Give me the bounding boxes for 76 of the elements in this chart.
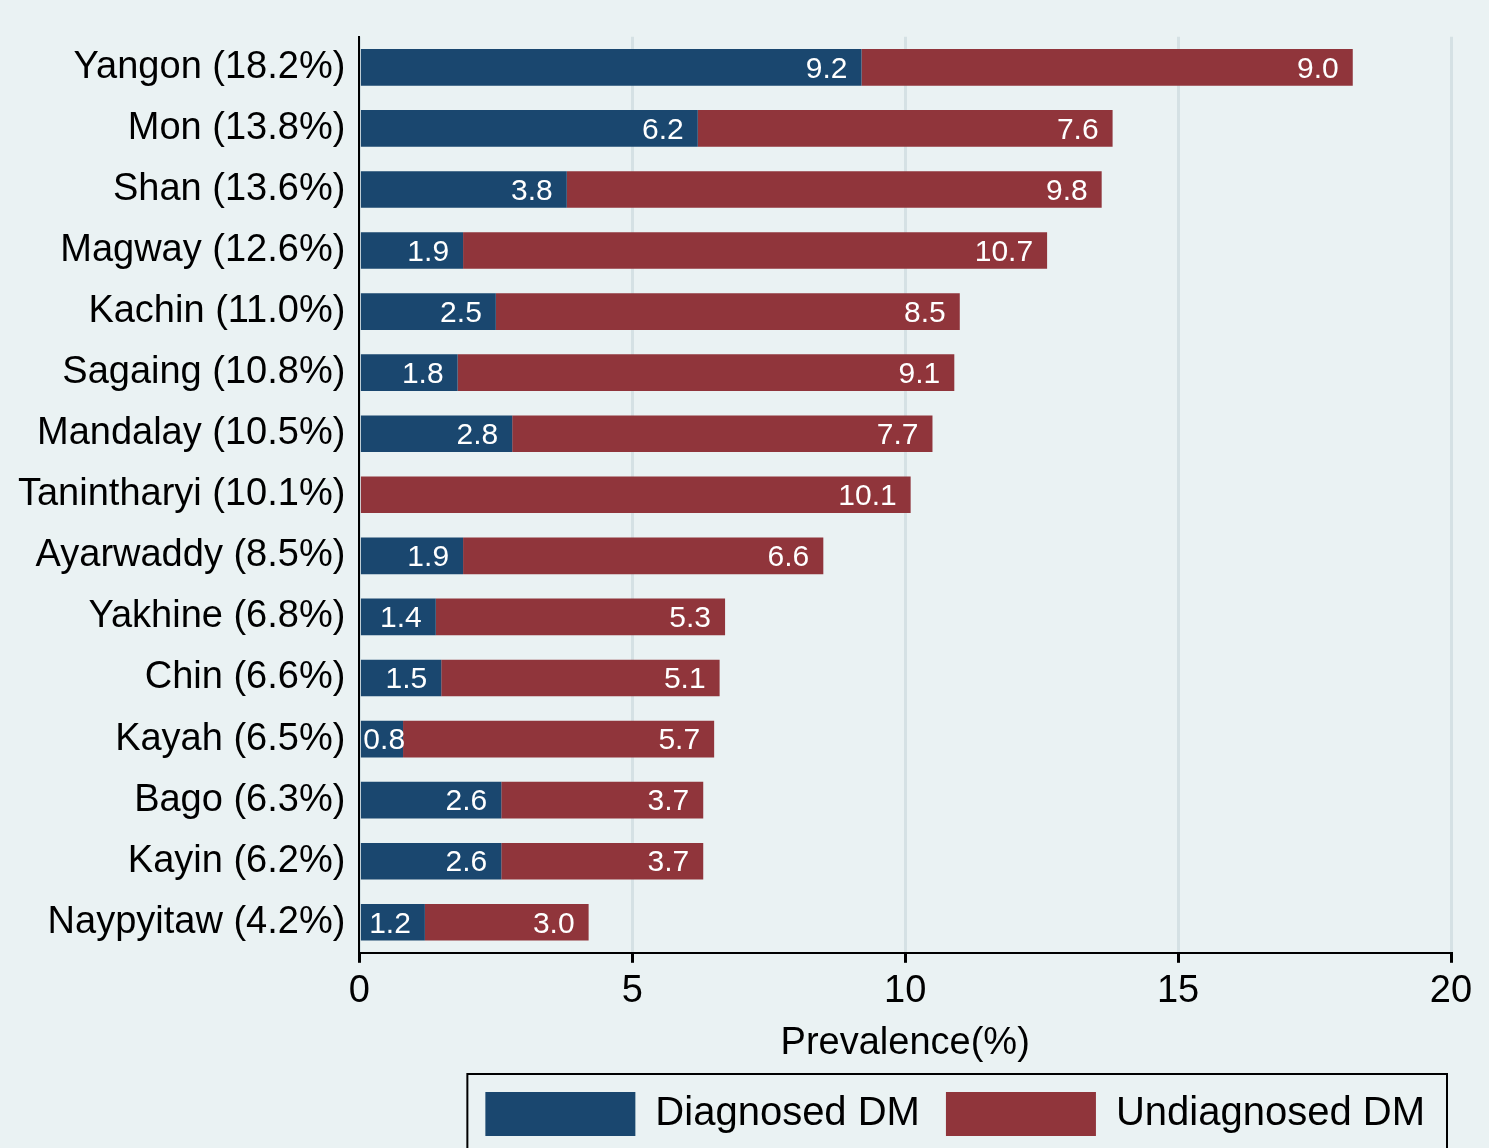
bar	[360, 293, 496, 330]
data-label: 9.1	[898, 355, 941, 389]
bar	[360, 415, 513, 453]
y-tick-label: Naypyitaw (4.2%)	[47, 898, 346, 941]
data-label: 5.1	[663, 661, 706, 695]
bar	[360, 842, 502, 880]
data-label: 9.0	[1297, 50, 1339, 84]
data-label: 6.2	[642, 111, 684, 145]
x-tick-label: 20	[1429, 968, 1473, 1011]
y-tick-label: Kayah (6.5%)	[115, 715, 346, 758]
y-tick-label: Kachin (11.0%)	[88, 288, 346, 331]
y-tick-label: Mon (13.8%)	[127, 104, 346, 147]
y-tick-label: Shan (13.6%)	[113, 165, 346, 208]
bar	[360, 49, 862, 86]
bar	[441, 659, 720, 697]
x-axis-title: Prevalence(%)	[780, 1019, 1030, 1062]
bar	[463, 232, 1048, 269]
y-tick-label: Ayarwaddy (8.5%)	[35, 532, 346, 575]
data-label: 0.8	[363, 722, 406, 756]
y-tick-label: Kayin (6.2%)	[127, 837, 346, 880]
bar	[403, 720, 715, 758]
data-label: 10.7	[974, 233, 1034, 267]
data-label: 3.7	[647, 844, 690, 878]
data-label: 5.7	[658, 722, 701, 756]
x-tick-label: 10	[884, 968, 927, 1011]
x-tick-label: 15	[1156, 968, 1200, 1011]
x-tick-label: 0	[348, 968, 370, 1011]
data-label: 3.0	[532, 905, 575, 939]
bar	[360, 232, 464, 269]
data-label: 1.8	[401, 355, 444, 389]
bar	[566, 171, 1102, 208]
data-label: 1.2	[369, 905, 411, 939]
data-label: 2.5	[440, 294, 482, 328]
bar	[360, 781, 502, 819]
data-label: 2.8	[456, 417, 499, 450]
data-label: 9.2	[805, 50, 848, 84]
bar	[360, 110, 698, 147]
bar	[360, 171, 567, 208]
bar	[424, 903, 589, 941]
bar	[861, 49, 1353, 86]
data-label: 1.5	[385, 661, 428, 695]
data-label: 6.6	[767, 539, 810, 573]
data-label: 8.5	[904, 294, 946, 328]
data-label: 5.3	[669, 600, 712, 634]
bar	[495, 293, 960, 330]
data-label: 7.7	[876, 417, 919, 450]
y-tick-label: Bago (6.3%)	[134, 776, 346, 819]
bar	[360, 354, 458, 391]
y-tick-label: Yangon (18.2%)	[73, 43, 346, 86]
bar	[360, 476, 911, 514]
x-tick-label: 5	[621, 968, 643, 1011]
legend-label: Undiagnosed DM	[1115, 1089, 1425, 1134]
bar	[501, 781, 704, 819]
data-label: 2.6	[445, 844, 488, 878]
bar	[501, 842, 704, 880]
data-label: 2.6	[445, 783, 488, 817]
y-tick-label: Tanintharyi (10.1%)	[17, 471, 346, 514]
data-label: 10.1	[838, 478, 897, 512]
y-tick-label: Mandalay (10.5%)	[36, 410, 346, 453]
bar	[463, 537, 824, 575]
data-label: 1.9	[407, 539, 450, 573]
y-tick-label: Sagaing (10.8%)	[62, 349, 346, 392]
y-tick-label: Yakhine (6.8%)	[88, 593, 346, 636]
data-label: 9.8	[1045, 172, 1088, 206]
y-tick-label: Chin (6.6%)	[144, 654, 346, 697]
data-label: 7.6	[1056, 111, 1099, 145]
data-label: 1.9	[407, 233, 450, 267]
bar	[435, 598, 726, 636]
bar	[457, 354, 955, 391]
data-label: 3.7	[647, 783, 690, 817]
data-label: 1.4	[380, 600, 422, 634]
bar	[512, 415, 933, 453]
legend-label: Diagnosed DM	[655, 1089, 920, 1134]
y-tick-label: Magway (12.6%)	[60, 227, 346, 270]
bar	[697, 110, 1113, 147]
data-label: 3.8	[511, 172, 553, 206]
